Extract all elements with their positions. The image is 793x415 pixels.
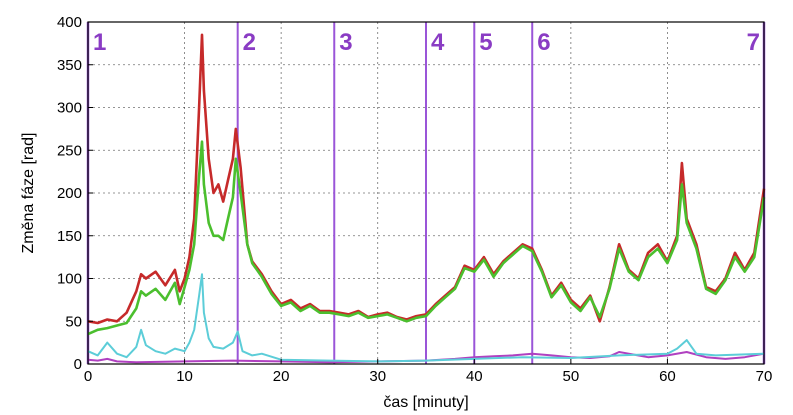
x-tick-label: 70 [756,368,773,385]
phase-label: 2 [243,29,256,56]
x-tick-label: 10 [176,368,193,385]
y-tick-label: 200 [57,185,82,202]
series-line-2 [87,273,765,363]
y-tick-label: 0 [74,356,82,373]
phase-label: 4 [431,29,445,56]
phase-label: 3 [339,29,352,56]
phase-label: 5 [479,29,492,56]
x-tick-label: 20 [273,368,290,385]
y-tick-label: 400 [57,14,82,31]
y-tick-label: 300 [57,100,82,117]
phase-label: 1 [93,29,106,56]
x-axis-title: čas [minuty] [383,394,468,411]
y-tick-label: 50 [65,313,82,330]
axis-ticks: 0 10 20 30 40 50 60 70 0 50 100 150 200 250 300 350 400 [57,14,772,385]
x-tick-label: 50 [563,368,580,385]
x-tick-label: 40 [466,368,483,385]
series-line-1 [87,140,766,336]
series-lines [87,33,766,364]
x-tick-label: 0 [84,368,92,385]
y-tick-label: 250 [57,142,82,159]
y-axis-title: Změna fáze [rad] [20,133,37,254]
phase-label: 6 [537,29,550,56]
series-line-3 [87,351,765,364]
y-tick-label: 100 [57,271,82,288]
y-tick-label: 150 [57,228,82,245]
y-tick-label: 350 [57,57,82,74]
phase-label: 7 [747,29,760,56]
phase-markers: 1 2 3 4 5 6 7 [86,22,766,364]
x-tick-label: 60 [659,368,676,385]
x-tick-label: 30 [369,368,386,385]
